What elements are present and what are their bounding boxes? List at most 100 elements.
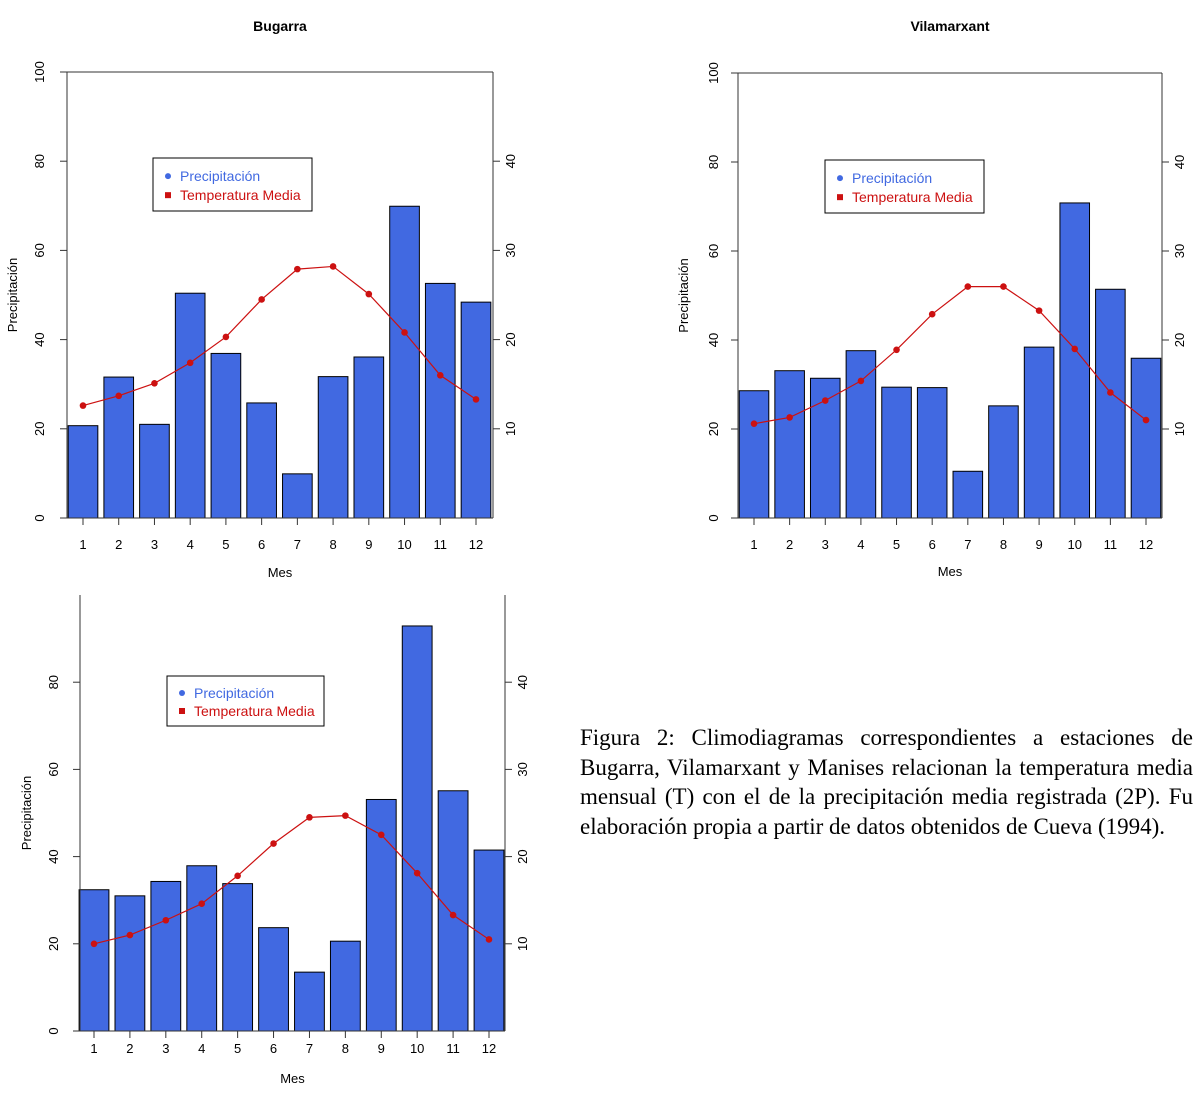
temperature-point [822, 397, 829, 404]
precip-bar [739, 391, 769, 518]
temperature-point [91, 941, 98, 948]
chart-title: Vilamarxant [910, 18, 989, 34]
y2-tick-label: 30 [1172, 244, 1187, 258]
precip-bar [259, 928, 289, 1031]
x-tick-label: 3 [162, 1041, 169, 1056]
x-tick-label: 3 [151, 537, 158, 552]
x-tick-label: 12 [1139, 537, 1153, 552]
y-axis-label: Precipitación [19, 776, 34, 850]
y-tick-label: 80 [32, 154, 47, 168]
x-tick-label: 10 [410, 1041, 424, 1056]
x-tick-label: 11 [446, 1041, 460, 1056]
precip-bar [846, 351, 876, 518]
y-tick-label: 20 [46, 937, 61, 951]
y-tick-label: 60 [706, 244, 721, 258]
y-tick-label: 0 [706, 514, 721, 521]
x-tick-label: 5 [234, 1041, 241, 1056]
precip-bar [295, 972, 325, 1031]
precip-bar [917, 388, 947, 518]
y2-tick-label: 40 [515, 675, 530, 689]
y-tick-label: 20 [706, 422, 721, 436]
chart-vilamarxant: Vilamarxant 0 20 40 60 80 100 10 20 30 40 1 2 3 4 5 6 7 8 9… [672, 0, 1193, 590]
legend-precip-marker [837, 175, 843, 181]
x-tick-label: 4 [198, 1041, 205, 1056]
y-tick-label: 0 [32, 514, 47, 521]
y-tick-label: 0 [46, 1027, 61, 1034]
temperature-point [1071, 346, 1078, 353]
temperature-point [115, 392, 122, 399]
x-tick-label: 2 [126, 1041, 133, 1056]
precip-bar [1131, 358, 1161, 518]
temperature-point [929, 311, 936, 318]
temperature-point [187, 359, 194, 366]
y-tick-label: 80 [706, 155, 721, 169]
x-axis-label: Mes [938, 564, 963, 579]
precip-bar [247, 403, 277, 518]
temperature-point [414, 870, 421, 877]
temperature-point [858, 378, 865, 385]
legend-precip-marker [165, 173, 171, 179]
temperature-point [306, 814, 313, 821]
precip-bar [402, 626, 432, 1031]
precip-bar [775, 371, 805, 518]
precip-bar [1096, 289, 1126, 518]
x-tick-label: 4 [187, 537, 194, 552]
precip-bar [390, 206, 420, 518]
precip-bar [187, 866, 217, 1031]
precip-bar [1060, 203, 1090, 518]
legend-temp-label: Temperatura Media [852, 189, 973, 205]
x-tick-label: 11 [1104, 537, 1118, 552]
x-tick-label: 3 [822, 537, 829, 552]
temperature-point [450, 912, 457, 919]
x-tick-label: 2 [786, 537, 793, 552]
x-tick-label: 10 [397, 537, 411, 552]
chart-third-station: 0 20 40 60 80 10 20 30 40 1 2 3 4 5 6 7 8 9 10 11 12 Mes Preci… [0, 588, 560, 1091]
precip-bar [1024, 347, 1054, 518]
precip-bar [151, 881, 181, 1031]
x-axis-label: Mes [268, 565, 293, 580]
precip-bar [175, 293, 205, 518]
temperature-point [234, 872, 241, 879]
x-tick-label: 10 [1067, 537, 1081, 552]
y-tick-label: 60 [46, 762, 61, 776]
x-tick-label: 5 [893, 537, 900, 552]
temperature-point [127, 932, 134, 939]
temperature-point [366, 291, 373, 298]
legend-temp-marker [165, 192, 171, 198]
y2-tick-label: 10 [1172, 422, 1187, 436]
x-tick-label: 6 [929, 537, 936, 552]
y-tick-label: 100 [706, 62, 721, 84]
precip-bar [68, 426, 98, 518]
precip-bar [79, 890, 109, 1031]
precip-bar [140, 424, 170, 518]
temperature-point [1036, 307, 1043, 314]
temperature-point [1107, 389, 1114, 396]
temperature-point [151, 380, 158, 387]
temperature-point [163, 917, 170, 924]
figure-caption: Figura 2: Climodiagramas correspondiente… [580, 723, 1193, 841]
x-tick-label: 7 [294, 537, 301, 552]
temperature-point [1000, 283, 1007, 290]
y-tick-label: 40 [706, 333, 721, 347]
precip-bar [461, 302, 491, 518]
temperature-point [258, 296, 265, 303]
x-tick-label: 5 [222, 537, 229, 552]
legend-temp-marker [837, 194, 843, 200]
precip-bar [318, 377, 348, 518]
x-tick-label: 12 [469, 537, 483, 552]
y-tick-label: 20 [32, 422, 47, 436]
legend-precip-marker [179, 690, 185, 696]
chart-title: Bugarra [253, 18, 307, 34]
precip-bar [354, 357, 384, 518]
temperature-point [751, 420, 758, 427]
x-tick-label: 2 [115, 537, 122, 552]
precip-bar [211, 353, 241, 518]
x-tick-label: 1 [750, 537, 757, 552]
y-axis-label: Precipitación [5, 258, 20, 332]
chart-svg: 020406080102030401 2 3 4 5 6 7 8 9 10 11 12MesPreci… [0, 588, 560, 1091]
temperature-point [223, 334, 230, 341]
precip-bar [283, 474, 313, 518]
y2-tick-label: 20 [503, 332, 518, 346]
temperature-point [486, 936, 493, 943]
temperature-point [893, 346, 900, 353]
